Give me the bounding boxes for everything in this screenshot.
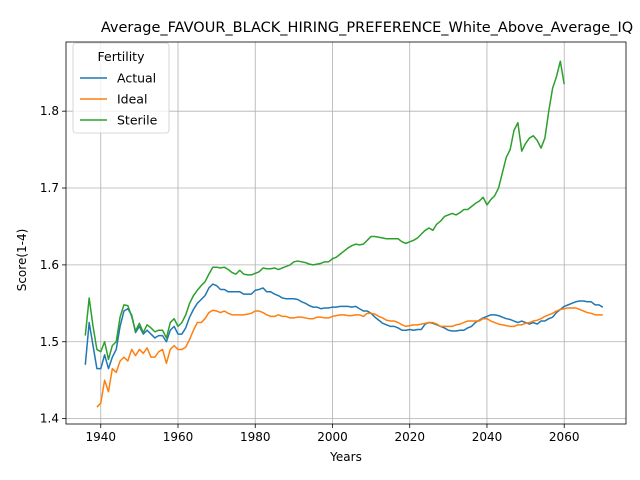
x-tick-label: 2000 [317,430,348,444]
series-lines [84,60,604,408]
x-tick-label: 2040 [472,430,503,444]
plot-frame [65,41,627,425]
legend-entries: Actual Ideal Sterile [80,71,158,128]
y-axis-label: Score(1-4) [15,229,29,292]
axis-ticks: 1940 1960 1980 2000 2020 2040 2060 1.4 1.5 1.6 1.7… [40,104,580,444]
y-tick-label: 1.4 [40,412,59,426]
legend-box [72,42,170,134]
series-line-actual [84,283,604,370]
x-axis-label: Years [329,450,362,464]
legend-label-actual: Actual [117,71,156,86]
grid [66,42,626,424]
y-tick-label: 1.6 [40,258,59,272]
y-tick-label: 1.7 [40,181,59,195]
y-tick-label: 1.8 [40,104,59,118]
legend-title: Fertility [98,49,146,64]
y-tick-label: 1.5 [40,335,59,349]
legend-label-sterile: Sterile [117,113,158,128]
legend: Fertility Actual Ideal Sterile [72,42,170,134]
x-tick-label: 1960 [163,430,194,444]
legend-label-ideal: Ideal [117,92,147,107]
series-line-ideal [96,307,603,408]
x-tick-label: 2060 [549,430,580,444]
chart-title: Average_FAVOUR_BLACK_HIRING_PREFERENCE_W… [101,20,633,36]
series-line-sterile [84,60,565,361]
x-tick-label: 2020 [394,430,425,444]
x-tick-label: 1980 [240,430,271,444]
x-tick-label: 1940 [85,430,116,444]
